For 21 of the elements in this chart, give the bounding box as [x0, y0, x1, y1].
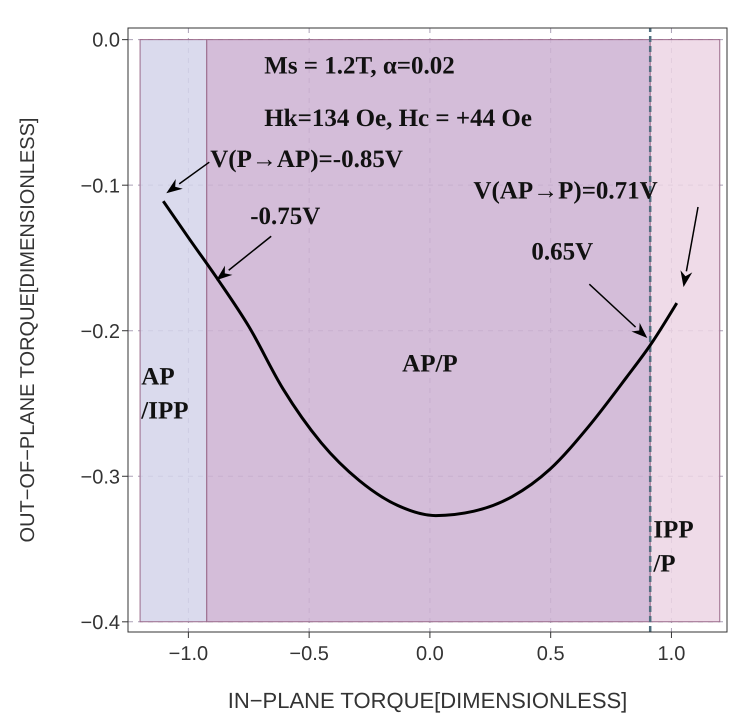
annotation: Hk=134 Oe, Hc = +44 Oe — [264, 104, 532, 132]
band-label: IPP /P — [652, 516, 694, 578]
y-tick-label: 0.0 — [92, 30, 120, 52]
y-tick-label: −0.2 — [80, 320, 120, 343]
y-tick-label: −0.1 — [80, 175, 120, 198]
x-tick-label: 1.0 — [658, 643, 686, 666]
x-axis-title: IN−PLANE TORQUE[DIMENSIONLESS] — [228, 688, 628, 713]
annotation: -0.75V — [250, 203, 320, 230]
x-tick-label: 0.5 — [536, 643, 565, 666]
y-axis-title: OUT−OF−PLANE TORQUE[DIMENSIONLESS] — [17, 118, 39, 542]
annotation: Ms = 1.2T, α=0.02 — [264, 52, 455, 80]
x-tick-label: 0.0 — [416, 643, 444, 666]
annotation: 0.65V — [531, 238, 594, 266]
x-tick-label: −1.0 — [168, 643, 208, 666]
y-tick-label: −0.3 — [80, 466, 120, 488]
band-label: AP/P — [402, 350, 458, 378]
annotation: V(AP→P)=0.71V — [473, 178, 658, 205]
y-tick-label: −0.4 — [80, 612, 120, 634]
band-label: AP /IPP — [140, 364, 189, 425]
annotation: V(P→AP)=-0.85V — [210, 146, 403, 174]
x-tick-label: −0.5 — [289, 643, 329, 666]
